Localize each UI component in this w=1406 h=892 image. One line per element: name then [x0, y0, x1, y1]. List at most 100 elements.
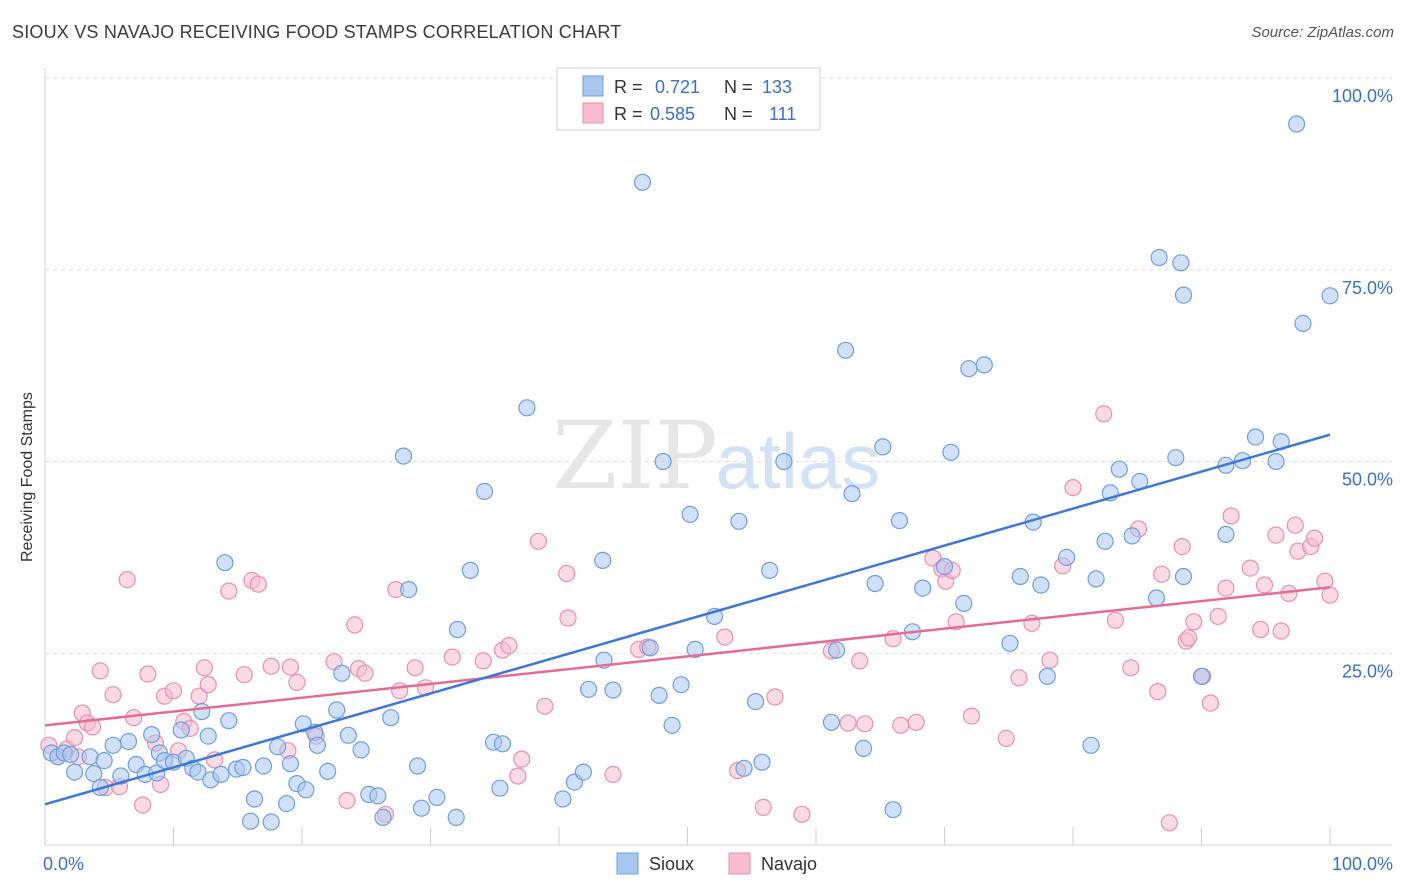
sioux-point	[914, 579, 932, 597]
sioux-point	[269, 738, 287, 756]
navajo-point	[288, 673, 306, 692]
sioux-point	[85, 765, 103, 783]
sioux-point	[62, 745, 80, 764]
navajo-point	[1251, 620, 1270, 639]
legend-r-value-sioux: 0.721	[655, 77, 700, 97]
sioux-point	[281, 755, 299, 773]
legend-swatch-sioux	[582, 75, 604, 97]
navajo-point	[1064, 479, 1082, 497]
navajo-point	[195, 659, 213, 677]
navajo-point	[1209, 607, 1227, 626]
navajo-point	[500, 636, 518, 655]
bottom-legend-swatch-navajo	[728, 852, 751, 875]
sioux-point	[65, 763, 84, 781]
navajo-point	[235, 666, 253, 684]
sioux-point	[428, 788, 446, 807]
sioux-point	[960, 360, 978, 378]
x-tick-label: 100.0%	[1332, 854, 1393, 874]
sioux-point	[1087, 570, 1105, 588]
navajo-point	[338, 791, 356, 810]
bottom-legend-swatch-sioux	[616, 852, 639, 875]
y-tick-label: 100.0%	[1332, 86, 1393, 106]
chart-title: SIOUX VS NAVAJO RECEIVING FOOD STAMPS CO…	[12, 22, 622, 42]
sioux-point	[193, 702, 211, 721]
trend-lines	[44, 433, 1331, 806]
navajo-point	[766, 688, 784, 706]
navajo-point	[104, 686, 122, 704]
sioux-point	[1192, 667, 1211, 685]
navajo-point	[1201, 694, 1220, 712]
sioux-point	[1294, 314, 1312, 332]
navajo-point	[1149, 682, 1167, 701]
navajo-point	[1305, 529, 1324, 547]
navajo-point	[892, 716, 910, 734]
sioux-point	[447, 808, 465, 827]
navajo-point	[118, 570, 136, 589]
sioux-point	[884, 801, 902, 819]
navajo-point	[604, 765, 622, 784]
navajo-point	[1122, 659, 1140, 677]
sioux-point	[1011, 567, 1029, 586]
legend-r-label-navajo: R =	[614, 104, 643, 124]
legend-r-value-navajo: 0.585	[650, 104, 695, 124]
navajo-point	[262, 657, 280, 675]
sioux-point	[681, 505, 699, 524]
navajo-point	[962, 707, 981, 725]
sioux-point	[308, 736, 326, 754]
sioux-point	[352, 741, 370, 759]
sioux-point	[735, 759, 753, 777]
navajo-point	[536, 697, 554, 715]
navajo-point	[65, 728, 84, 747]
sioux-point	[220, 712, 238, 730]
sioux-points	[42, 115, 1339, 831]
navajo-point	[839, 714, 857, 732]
sioux-point	[95, 751, 113, 770]
navajo-point	[1255, 576, 1274, 594]
sioux-point	[854, 739, 873, 758]
bottom-legend-label-navajo: Navajo	[761, 854, 817, 874]
sioux-point	[1267, 452, 1285, 471]
sioux-point	[297, 781, 315, 799]
sioux-point	[448, 620, 467, 639]
legend-n-value-navajo: 111	[769, 104, 796, 124]
source-label: Source: ZipAtlas.com	[1251, 24, 1394, 41]
sioux-point	[409, 757, 427, 775]
sioux-point	[143, 725, 161, 744]
navajo-point	[1173, 537, 1191, 556]
grid-lines	[45, 77, 1392, 654]
sioux-point	[955, 594, 973, 613]
sioux-point	[1082, 736, 1100, 754]
sioux-point	[382, 709, 400, 727]
sioux-point	[753, 753, 771, 771]
navajo-point	[249, 575, 267, 593]
sioux-point	[1038, 667, 1056, 685]
sioux-point	[491, 779, 509, 797]
sioux-point	[1174, 567, 1193, 586]
sioux-point	[1110, 460, 1128, 478]
sioux-point	[172, 721, 190, 739]
sioux-point	[518, 399, 536, 417]
sioux-point	[119, 732, 138, 751]
sioux-point	[1032, 576, 1050, 594]
sioux-point	[1001, 634, 1019, 652]
sioux-point	[374, 808, 392, 827]
navajo-point	[281, 658, 299, 676]
sioux-point	[836, 341, 855, 359]
sioux-point	[1174, 286, 1193, 304]
sioux-point	[1217, 525, 1235, 544]
sioux-point	[686, 640, 704, 659]
sioux-point	[663, 716, 681, 734]
navajo-point	[1095, 405, 1113, 423]
sioux-point	[604, 681, 622, 699]
navajo-point	[139, 665, 157, 683]
sioux-point	[866, 574, 884, 593]
navajo-point	[1272, 622, 1290, 640]
navajo-point	[346, 616, 364, 634]
sioux-point	[234, 758, 252, 777]
navajo-point	[1010, 669, 1028, 687]
navajo-point	[391, 682, 409, 700]
sioux-point	[112, 767, 130, 785]
navajo-point	[220, 582, 238, 600]
sioux-point	[242, 812, 260, 830]
y-tick-label: 25.0%	[1342, 661, 1393, 681]
